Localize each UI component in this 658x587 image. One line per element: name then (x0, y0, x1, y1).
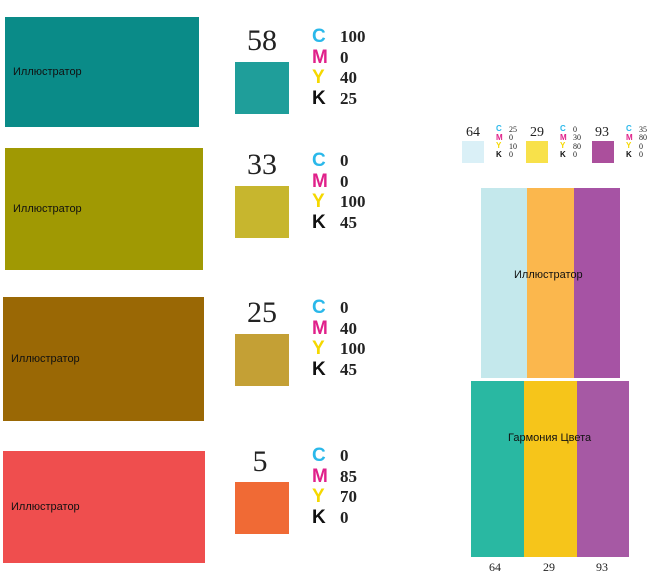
mini-number-2: 29 (530, 125, 544, 140)
black-value: 25 (340, 88, 357, 108)
color-swatch-2: Иллюстратор (5, 148, 203, 270)
black-value: 0 (639, 150, 643, 160)
cyan-letter: C (312, 445, 326, 467)
yellow-value: 70 (340, 487, 357, 507)
magenta-letter: M (560, 132, 567, 142)
magenta-letter: M (312, 317, 328, 339)
color-number: 25 (247, 296, 277, 329)
magenta-value: 0 (509, 133, 513, 143)
black-letter: K (496, 149, 502, 159)
cyan-letter: C (312, 297, 326, 319)
black-letter: K (560, 149, 566, 159)
magenta-letter: M (626, 132, 633, 142)
yellow-letter: Y (560, 141, 566, 151)
black-letter: K (312, 211, 326, 233)
black-value: 45 (340, 212, 357, 232)
yellow-value: 0 (639, 141, 643, 151)
magenta-letter: M (312, 46, 328, 68)
swatch-label: Иллюстратор (13, 203, 82, 215)
yellow-letter: Y (496, 141, 502, 151)
cyan-value: 0 (340, 298, 349, 318)
stripe-purple (574, 188, 620, 378)
black-letter: K (626, 149, 632, 159)
color-number: 58 (247, 24, 277, 57)
magenta-value: 85 (340, 466, 357, 486)
color-swatch-1: Иллюстратор (5, 17, 199, 127)
cyan-value: 100 (340, 27, 366, 47)
mini-number-3: 93 (595, 125, 609, 140)
magenta-letter: M (496, 132, 503, 142)
bottom-number-3: 93 (596, 560, 608, 574)
color-chip (235, 334, 289, 386)
bottom-number-1: 64 (489, 560, 501, 574)
cyan-letter: C (312, 26, 326, 48)
black-value: 0 (509, 150, 513, 160)
cyan-letter: C (496, 124, 502, 134)
magenta-letter: M (312, 170, 328, 192)
black-value: 0 (340, 507, 349, 527)
yellow-value: 100 (340, 339, 366, 359)
color-swatch-4: Иллюстратор (3, 451, 205, 563)
black-value: 0 (573, 150, 577, 160)
yellow-letter: Y (626, 141, 632, 151)
magenta-value: 30 (573, 133, 581, 143)
black-letter: K (312, 87, 326, 109)
cyan-value: 25 (509, 124, 517, 134)
swatch-label: Иллюстратор (11, 353, 80, 365)
magenta-letter: M (312, 465, 328, 487)
cyan-letter: C (560, 124, 566, 134)
black-letter: K (312, 358, 326, 380)
swatch-label: Иллюстратор (13, 66, 82, 78)
yellow-value: 80 (573, 141, 581, 151)
color-chip (235, 186, 289, 238)
stripes-label-bottom: Гармония Цвета (508, 432, 592, 444)
stripe-orange (527, 188, 574, 378)
mini-chip-1 (462, 141, 484, 163)
swatch-label: Иллюстратор (11, 501, 80, 513)
yellow-value: 100 (340, 192, 366, 212)
yellow-letter: Y (312, 191, 325, 213)
cyan-value: 0 (340, 446, 349, 466)
yellow-value: 10 (509, 141, 517, 151)
yellow-letter: Y (312, 338, 325, 360)
black-letter: K (312, 506, 326, 528)
mini-number-1: 64 (466, 125, 480, 140)
stripe-violet (577, 381, 629, 557)
color-chip (235, 62, 289, 114)
color-chip (235, 482, 289, 534)
stripe-teal (471, 381, 524, 557)
magenta-value: 0 (340, 47, 349, 67)
mini-chip-2 (526, 141, 548, 163)
yellow-letter: Y (312, 67, 325, 89)
color-number: 5 (252, 445, 268, 478)
yellow-value: 40 (340, 68, 357, 88)
bottom-number-2: 29 (543, 560, 555, 574)
black-value: 45 (340, 359, 357, 379)
yellow-letter: Y (312, 486, 325, 508)
magenta-value: 40 (340, 318, 357, 338)
color-number: 33 (247, 148, 277, 181)
magenta-value: 80 (639, 133, 647, 143)
stripe-light-blue (481, 188, 527, 378)
stripes-label-top: Иллюстратор (514, 269, 583, 281)
color-swatch-3: Иллюстратор (3, 297, 204, 421)
stripe-yellow (524, 381, 577, 557)
mini-chip-3 (592, 141, 614, 163)
cyan-letter: C (312, 150, 326, 172)
cyan-value: 0 (573, 124, 577, 134)
cyan-letter: C (626, 124, 632, 134)
magenta-value: 0 (340, 171, 349, 191)
cyan-value: 0 (340, 151, 349, 171)
cyan-value: 35 (639, 124, 647, 134)
